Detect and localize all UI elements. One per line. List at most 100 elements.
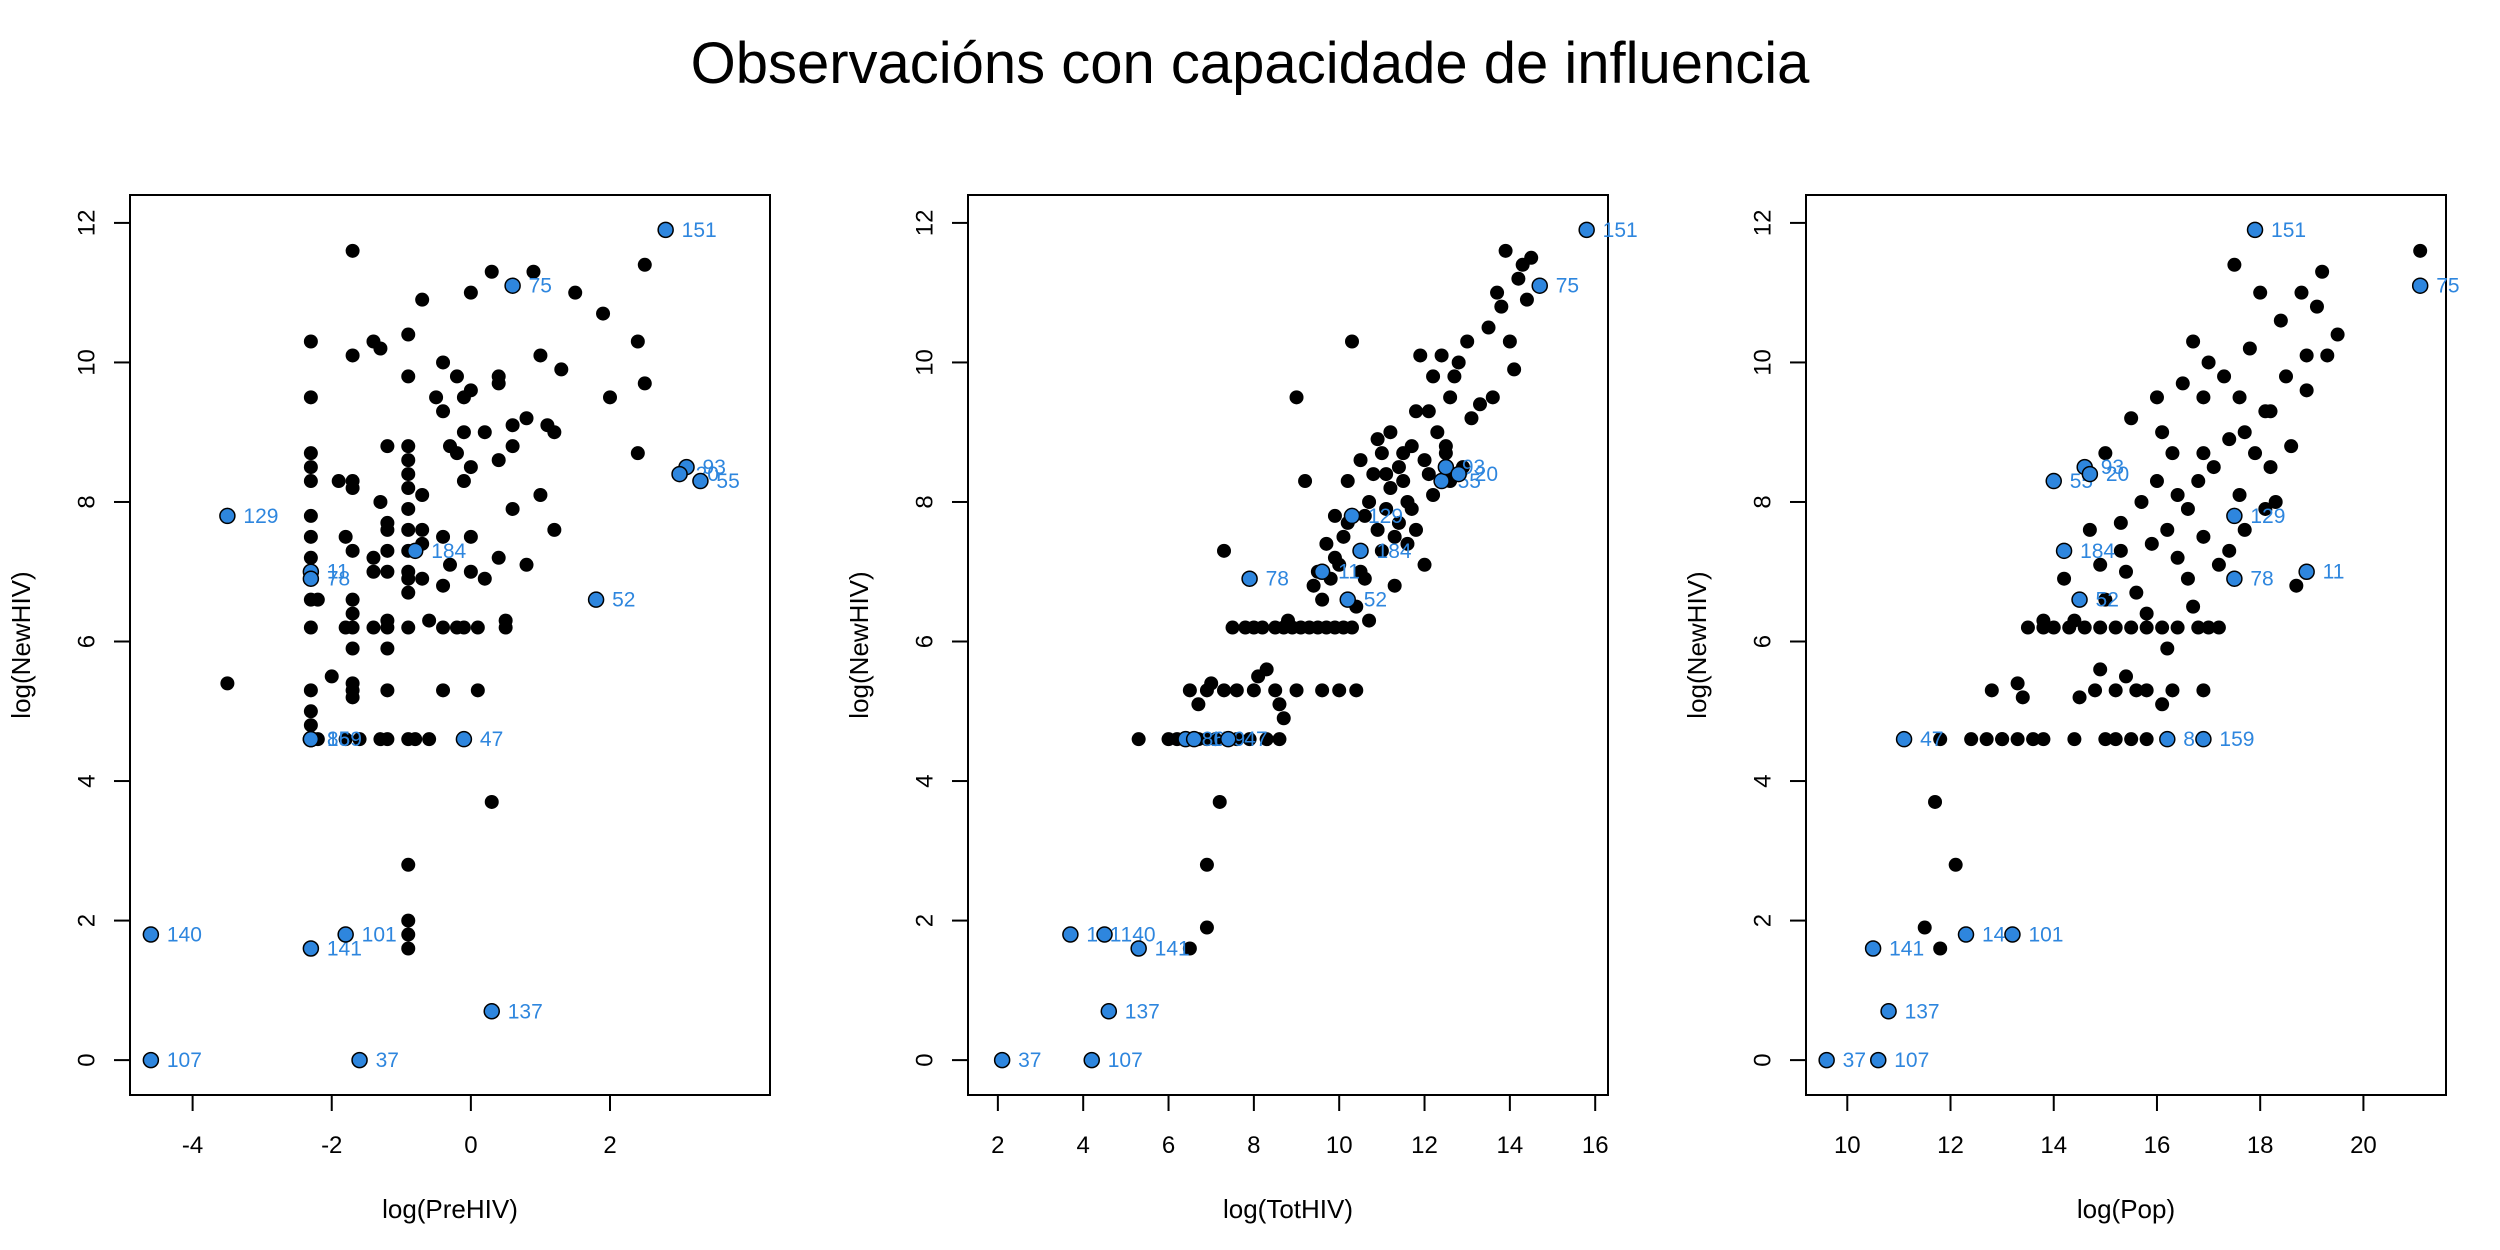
plot-frame [1805,194,2447,1096]
data-point [2067,613,2082,628]
point-label: 93 [703,456,726,479]
data-point [519,411,534,426]
x-tick-label: 8 [1247,1132,1260,1159]
data-point [1387,578,1402,593]
data-point [1357,508,1372,523]
data-point [366,620,381,635]
x-tick-label: 16 [2144,1132,2171,1159]
data-point [1131,732,1146,747]
influential-point [142,926,160,943]
data-point [2093,557,2108,572]
point-label: 107 [1894,1049,1929,1072]
data-point [449,446,464,461]
data-point [1964,732,1979,747]
point-label: 11 [327,561,349,584]
data-point [2263,404,2278,419]
point-label: 151 [2271,219,2306,242]
y-tick-label: 6 [73,635,100,648]
data-point [2139,683,2154,698]
data-point [1490,285,1505,300]
influential-point [219,507,236,525]
data-point [2129,585,2144,600]
x-tick-label: 2 [991,1132,1004,1159]
data-point [1259,732,1274,747]
data-point [2077,620,2092,635]
data-point [415,488,430,502]
data-point [2320,348,2335,363]
point-label: 55 [716,470,739,493]
data-point [2036,732,2051,747]
point-label: 47 [1244,728,1267,751]
data-point [1353,453,1368,468]
data-point [2144,536,2159,551]
data-point [345,641,360,656]
data-point [1379,501,1394,516]
data-point [2284,439,2299,454]
data-point [303,446,318,461]
point-label: 11 [1338,561,1360,584]
data-point [2129,683,2144,698]
influential-point [2045,472,2062,490]
x-tick-label: 0 [464,1132,477,1159]
data-point [1434,348,1449,363]
data-point [526,264,541,279]
influential-point [1870,1051,1887,1069]
data-point [1421,404,1436,419]
point-label: 141 [1155,937,1190,960]
data-point [1519,292,1534,307]
data-point [1494,299,1509,314]
data-point [366,564,381,579]
data-point [1182,683,1197,698]
data-point [2082,522,2097,537]
point-label: 86 [327,728,350,751]
data-point [2258,501,2273,516]
data-point [303,390,318,405]
data-point [1255,620,1270,635]
point-label: 47 [1920,728,1943,751]
y-tick-label: 8 [1749,495,1776,508]
influential-point [1957,926,1975,943]
data-point [2180,571,2195,586]
data-point [484,264,499,279]
data-point [310,592,325,607]
plot-frame [129,194,771,1096]
data-point [1473,397,1487,412]
data-point [2315,264,2330,279]
data-point [1182,941,1197,956]
data-point [401,941,416,956]
x-tick-label: 6 [1162,1132,1175,1159]
influential-point [1185,730,1203,748]
data-point [2175,376,2190,391]
data-point [436,529,451,544]
data-point [1229,683,1244,698]
data-point [1383,425,1398,440]
influential-point [2081,465,2099,483]
data-point [1259,662,1274,677]
data-point [1498,243,1513,258]
point-label: 11 [2323,561,2345,584]
data-point [2108,620,2123,635]
data-point [1460,334,1475,349]
y-tick-label: 12 [73,210,100,237]
point-label: 184 [2080,540,2115,563]
influential-point [2298,563,2315,580]
data-point [1979,732,1994,747]
data-point [568,285,583,300]
data-point [637,376,652,391]
x-tick-label: 12 [1937,1132,1964,1159]
data-point [630,446,645,461]
point-label: 75 [529,275,552,298]
data-point [1246,683,1261,698]
y-tick-label: 2 [73,914,100,927]
data-point [2206,460,2221,475]
influential-point [1062,926,1079,943]
data-point [401,369,416,384]
data-point [2211,557,2226,572]
data-point [540,418,555,433]
x-tick-label: 10 [1834,1132,1861,1159]
data-point [2201,355,2216,370]
data-point [1242,732,1257,747]
influential-point [483,1003,500,1020]
data-point [2273,313,2288,328]
